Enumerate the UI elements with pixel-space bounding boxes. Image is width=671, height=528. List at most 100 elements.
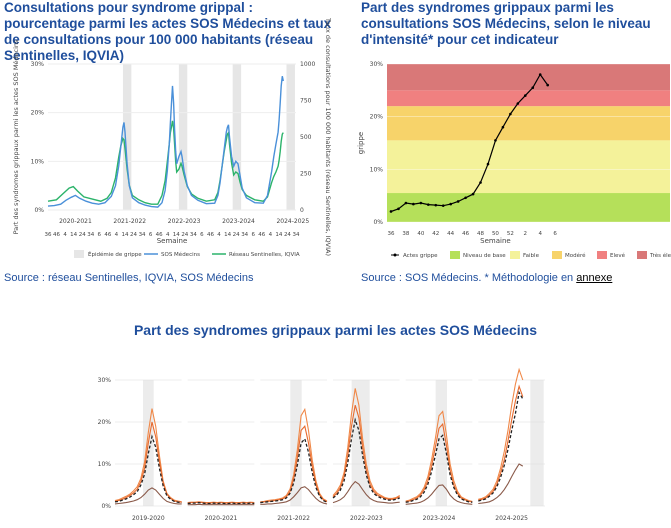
season-label: 2023-2024 xyxy=(222,218,255,225)
actes-grippe-point xyxy=(538,73,542,76)
week-tick-label: 4 xyxy=(63,232,67,238)
actes-grippe-point xyxy=(464,196,467,200)
week-tick-label: 4 xyxy=(115,232,119,238)
season-line xyxy=(332,417,400,501)
legend-label: Niveau de base xyxy=(463,253,506,259)
actes-grippe-point xyxy=(456,200,460,203)
actes-grippe-point xyxy=(419,201,423,205)
x-tick-label: 52 xyxy=(507,231,514,237)
y-tick-label: 10% xyxy=(370,166,384,173)
x-tick-label: 42 xyxy=(432,231,439,237)
y2-tick-label: 0 xyxy=(300,207,304,214)
chart2-title: Part des syndromes grippaux parmi les co… xyxy=(361,0,651,47)
legend-label: Faible xyxy=(523,253,540,259)
season-line xyxy=(114,421,182,503)
week-tick-label: 34 xyxy=(241,232,248,238)
week-tick-label: 14 xyxy=(224,232,231,238)
week-tick-label: 24 xyxy=(130,232,137,238)
x-tick-label: 6 xyxy=(553,231,557,237)
season-line xyxy=(478,463,524,505)
x-tick-label: 44 xyxy=(447,231,454,237)
season-line xyxy=(260,437,328,504)
week-tick-label: 36 xyxy=(45,232,52,238)
x-tick-label: 2 xyxy=(524,231,528,237)
x-tick-label: 50 xyxy=(492,231,499,237)
y2-tick-label: 250 xyxy=(300,171,312,178)
season-line xyxy=(187,501,255,505)
legend-swatch xyxy=(552,251,562,259)
chart1-source: Source : réseau Sentinelles, IQVIA, SOS … xyxy=(4,272,254,284)
intensity-band xyxy=(387,193,670,222)
season-label: 2022-2023 xyxy=(350,515,383,522)
actes-grippe-point xyxy=(427,203,430,206)
week-tick-label: 6 xyxy=(251,232,255,238)
sos-line xyxy=(47,76,284,208)
x-tick-label: 48 xyxy=(477,231,484,237)
x-tick-label: 36 xyxy=(388,231,395,237)
week-tick-label: 6 xyxy=(200,232,204,238)
season-line xyxy=(405,434,473,503)
x-tick-label: 4 xyxy=(538,231,542,237)
actes-grippe-point xyxy=(404,201,408,205)
legend-swatch xyxy=(510,251,520,259)
week-tick-label: 4 xyxy=(166,232,170,238)
week-tick-label: 14 xyxy=(121,232,128,238)
intensity-band xyxy=(387,106,670,141)
legend-swatch xyxy=(450,251,460,259)
actes-grippe-point xyxy=(516,102,520,105)
actes-grippe-point xyxy=(523,94,527,97)
y2-axis-title: Taux de consultations pour 100 000 habit… xyxy=(324,17,332,256)
actes-grippe-line xyxy=(390,73,549,213)
y2-tick-label: 500 xyxy=(300,134,312,141)
season-line xyxy=(114,434,182,504)
epidemic-band xyxy=(178,64,188,210)
season-line xyxy=(478,390,524,502)
week-tick-label: 24 xyxy=(233,232,240,238)
week-tick-label: 46 xyxy=(207,232,214,238)
actes-grippe-point xyxy=(389,210,393,213)
actes-grippe-point xyxy=(546,83,549,87)
y-tick-label: 0% xyxy=(101,503,111,510)
chart3-svg: 0% 10% 20% 30% 2019-2020 2020-2021 2021-2022 20… xyxy=(98,367,545,522)
legend-label: Elevé xyxy=(610,252,626,259)
actes-grippe-point xyxy=(486,162,490,166)
intensity-band xyxy=(387,140,670,194)
week-tick-label: 4 xyxy=(217,232,221,238)
week-tick-label: 46 xyxy=(258,232,265,238)
actes-grippe-point xyxy=(434,203,438,207)
season-line xyxy=(114,487,182,505)
week-tick-label: 24 xyxy=(79,232,86,238)
y-tick-label: 10% xyxy=(31,158,45,165)
actes-grippe-point xyxy=(397,207,400,211)
y-tick-label: 30% xyxy=(98,377,112,384)
annexe-link[interactable]: annexe xyxy=(576,272,613,284)
week-tick-label: 4 xyxy=(269,232,273,238)
x-tick-label: 40 xyxy=(417,231,424,237)
chart3-title: Part des syndromes grippaux parmi les ac… xyxy=(133,322,538,338)
epidemic-band xyxy=(232,64,242,210)
season-line xyxy=(478,384,524,501)
week-tick-label: 46 xyxy=(53,232,60,238)
season-label: 2020-2021 xyxy=(59,218,92,225)
legend-swatch xyxy=(597,251,607,259)
y-tick-label: 30% xyxy=(31,61,45,68)
actes-grippe-point xyxy=(471,192,475,196)
season-line xyxy=(405,422,473,503)
y-axis-title: grippe xyxy=(357,132,365,154)
x-axis-title: Semaine xyxy=(157,237,188,245)
y2-tick-label: 750 xyxy=(300,98,312,105)
actes-grippe-point xyxy=(449,202,452,206)
y-axis-title: Part des syndromes grippaux parmi les ac… xyxy=(12,39,20,234)
season-line xyxy=(405,410,473,502)
legend-epidemic-label: Épidémie de grippe xyxy=(88,250,142,258)
actes-grippe-point xyxy=(441,204,445,207)
season-label: 2022-2023 xyxy=(168,218,201,225)
week-tick-label: 46 xyxy=(104,232,111,238)
season-line xyxy=(405,484,473,505)
season-label: 2021-2022 xyxy=(277,515,310,522)
season-label: 2024-2025 xyxy=(276,218,309,225)
legend-epidemic-swatch xyxy=(74,250,84,258)
week-tick-label: 24 xyxy=(284,232,291,238)
season-label: 2020-2021 xyxy=(205,515,238,522)
epidemic-band xyxy=(290,380,302,506)
